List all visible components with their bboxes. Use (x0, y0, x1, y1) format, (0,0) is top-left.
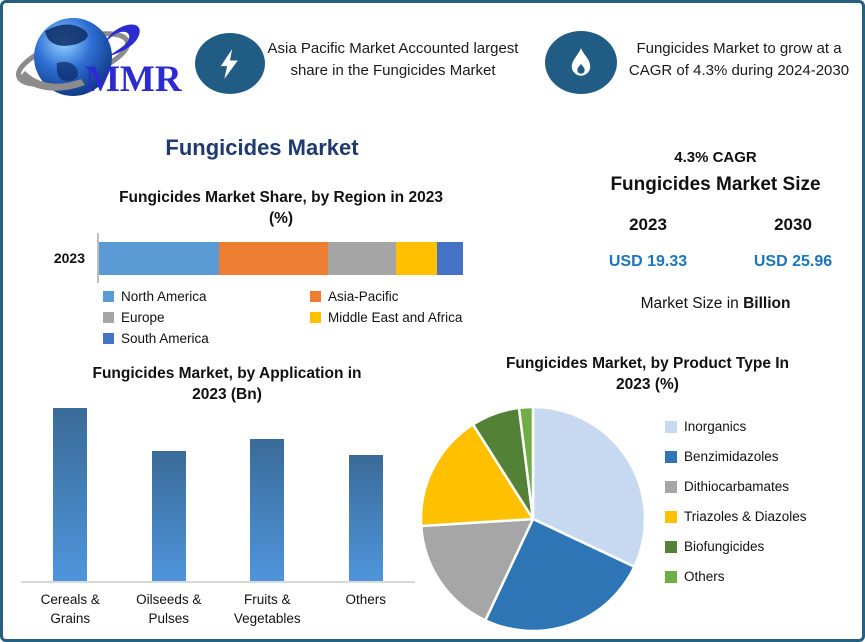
pie-legend-item-triazoles-diazoles: Triazoles & Diazoles (665, 509, 861, 524)
pie-legend: Inorganics Benzimidazoles Dithiocarbamates… (665, 419, 861, 584)
footnote-regular: Market Size in (640, 295, 739, 312)
x-label-oilseeds-pulses: Oilseeds & Pulses (136, 592, 202, 626)
legend-swatch-icon (665, 570, 677, 583)
callout-asia-pacific: Asia Pacific Market Accounted largest sh… (267, 40, 519, 79)
pie-legend-item-biofungicides: Biofungicides (665, 539, 861, 554)
pie-legend-item-others: Others (665, 569, 861, 584)
legend-swatch-icon (665, 450, 677, 463)
bar-cell-fruits-vegetables (218, 408, 317, 581)
legend-swatch-icon (103, 291, 114, 302)
region-chart-title-line2: (%) (268, 210, 294, 227)
legend-swatch-icon (103, 333, 114, 344)
pie-legend-item-dithiocarbamates: Dithiocarbamates (665, 479, 861, 494)
product-pie-title: Fungicides Market, by Product Type In 20… (455, 353, 840, 395)
legend-swatch-icon (665, 540, 677, 553)
bar-cell-others (317, 408, 416, 581)
application-chart-title-line1: Fungicides Market, by Application in (92, 365, 362, 382)
market-size-footnote: Market Size in Billion (568, 295, 862, 313)
legend-label: Inorganics (684, 419, 747, 434)
bar-cereals-grains (53, 408, 88, 581)
product-pie-title-line2: 2023 (%) (616, 376, 679, 393)
pie-legend-item-benzimidazoles: Benzimidazoles (665, 449, 861, 464)
footnote-bold: Billion (743, 295, 791, 312)
legend-label: North America (121, 289, 207, 304)
region-chart-title-line1: Fungicides Market Share, by Region in 20… (119, 189, 443, 206)
legend-swatch-icon (665, 420, 677, 433)
legend-label: Biofungicides (684, 539, 765, 554)
legend-swatch-icon (310, 312, 321, 323)
region-segment-asia-pacific (219, 242, 329, 275)
market-size-value-left: USD 19.33 (608, 253, 688, 270)
application-baseline (21, 581, 415, 583)
flame-icon (545, 31, 617, 94)
market-size-year-right: 2030 (774, 215, 812, 234)
market-size-values: USD 19.33 USD 25.96 (563, 253, 853, 271)
legend-label: South America (121, 331, 209, 346)
x-label-fruits-vegetables: Fruits & Vegetables (233, 592, 301, 626)
legend-label: Triazoles & Diazoles (684, 509, 807, 524)
pie-slice-benzimidazoles (484, 517, 636, 633)
legend-swatch-icon (310, 291, 321, 302)
pie-slice-dithiocarbamates (419, 517, 535, 622)
legend-swatch-icon (665, 510, 677, 523)
market-size-value-right: USD 25.96 (753, 253, 833, 270)
application-chart-title: Fungicides Market, by Application in 202… (31, 363, 423, 405)
region-legend: North America Asia-Pacific Europe Middle Ea… (103, 289, 475, 346)
bar-others (348, 454, 383, 581)
pie-slice-others (517, 405, 535, 521)
pie-slice-inorganics (531, 405, 647, 568)
pie-legend-item-inorganics: Inorganics (665, 419, 861, 434)
legend-label: Middle East and Africa (328, 310, 463, 325)
legend-label: Benzimidazoles (684, 449, 779, 464)
x-label-cereals-grains: Cereals & Grains (40, 592, 100, 626)
region-legend-item-europe: Europe (103, 310, 310, 325)
region-segment-middle-east-and-africa (395, 242, 438, 275)
application-labels: Cereals & Grains Oilseeds & Pulses Fruits … (21, 590, 415, 628)
region-legend-item-south-america: South America (103, 331, 310, 346)
market-size-title: Fungicides Market Size (610, 174, 821, 195)
region-segment-south-america (437, 242, 463, 275)
market-size-years: 2023 2030 (563, 215, 853, 235)
main-title: Fungicides Market (165, 135, 359, 160)
region-chart-title: Fungicides Market Share, by Region in 20… (101, 187, 461, 229)
application-chart-title-line2: 2023 (Bn) (192, 386, 262, 403)
callout-cagr: Fungicides Market to grow at a CAGR of 4… (628, 40, 850, 79)
market-size-panel: 4.3% CAGR Fungicides Market Size 2023 20… (558, 143, 862, 318)
application-bars (21, 408, 415, 581)
bar-oilseeds-pulses (151, 451, 186, 581)
bar-fruits-vegetables (250, 439, 285, 581)
region-stacked-bar (99, 242, 463, 275)
market-size-year-left: 2023 (629, 215, 667, 234)
x-label-others: Others (345, 592, 386, 607)
product-pie (419, 405, 647, 633)
bar-cell-oilseeds-pulses (120, 408, 219, 581)
region-category-label: 2023 (53, 250, 85, 266)
mmr-logo-text: MMR (85, 59, 183, 100)
legend-label: Europe (121, 310, 165, 325)
lightning-icon (195, 33, 265, 94)
legend-swatch-icon (103, 312, 114, 323)
mmr-logo: MMR (15, 11, 190, 103)
legend-label: Asia-Pacific (328, 289, 399, 304)
pie-slice-triazoles-diazoles (419, 423, 535, 528)
region-axis-line (97, 233, 99, 283)
legend-label: Dithiocarbamates (684, 479, 790, 494)
region-segment-north-america (99, 242, 220, 275)
legend-label: Others (684, 569, 725, 584)
region-legend-item-north-america: North America (103, 289, 310, 304)
region-segment-europe (328, 242, 396, 275)
legend-swatch-icon (665, 480, 677, 493)
globe-icon: MMR (15, 18, 183, 100)
region-legend-item-asia-pacific: Asia-Pacific (310, 289, 475, 304)
bar-cell-cereals-grains (21, 408, 120, 581)
cagr-label: 4.3% CAGR (674, 149, 757, 166)
region-legend-item-middle-east-and-africa: Middle East and Africa (310, 310, 475, 325)
product-pie-title-line1: Fungicides Market, by Product Type In (505, 355, 790, 372)
